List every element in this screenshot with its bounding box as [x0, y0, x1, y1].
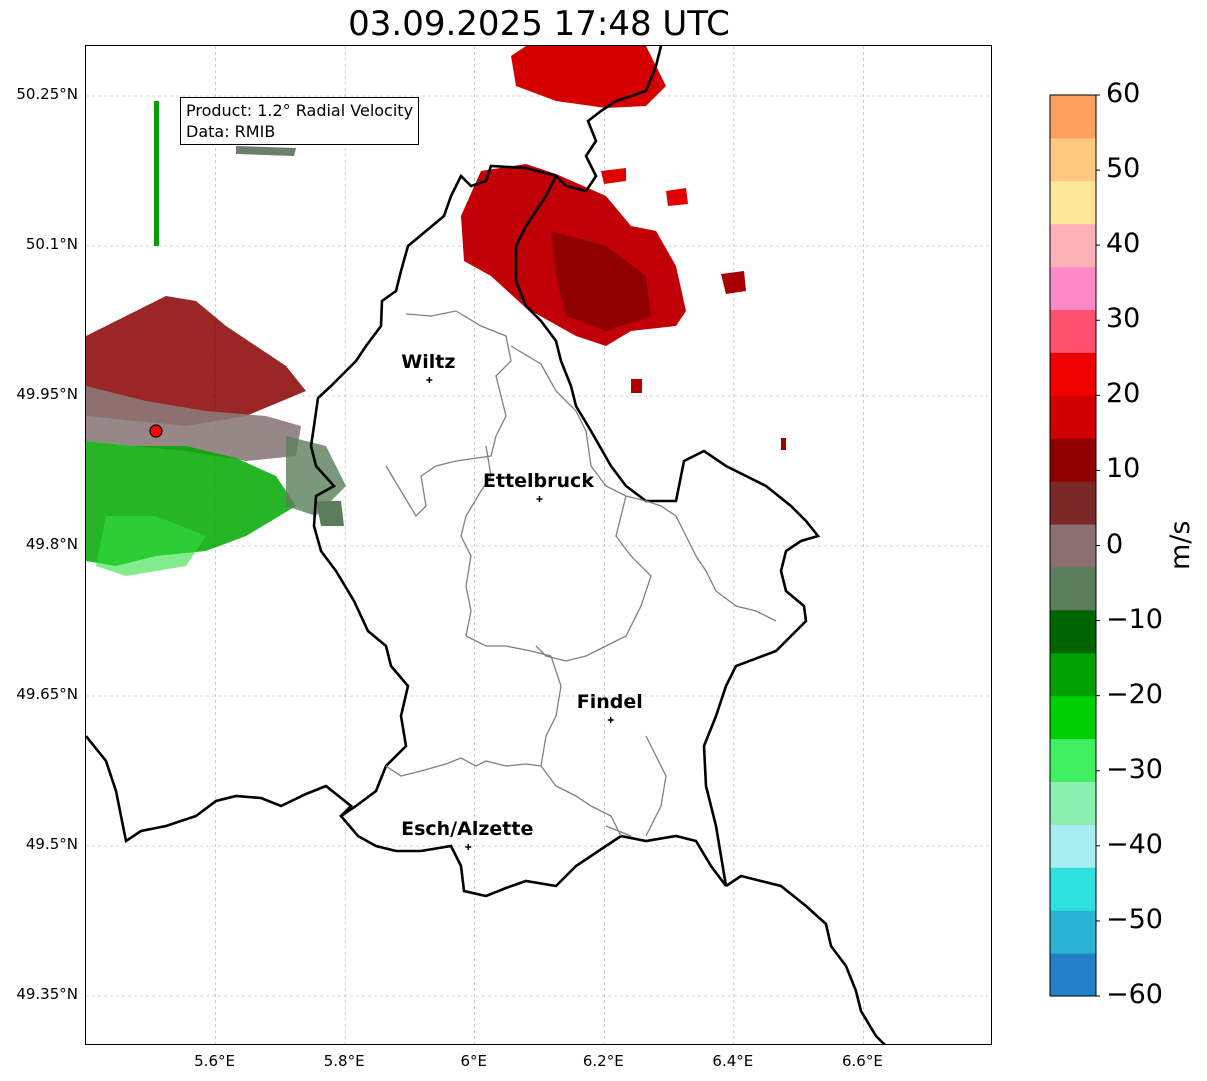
lon-tick-label: 5.6°E — [194, 1052, 235, 1070]
colorbar-tick-label: 40 — [1106, 228, 1141, 260]
colorbar-segment — [1050, 867, 1096, 911]
lat-tick-label: 49.8°N — [25, 535, 78, 553]
echo-top-strip — [236, 146, 296, 156]
lat-tick-label: 50.25°N — [16, 85, 78, 103]
colorbar-tick-label: −50 — [1106, 903, 1163, 935]
data-source-label: Data: RMIB — [186, 122, 276, 141]
product-label: Product: 1.2° Radial Velocity — [186, 101, 414, 120]
colorbar-segment — [1050, 652, 1096, 697]
colorbar-segment — [1050, 566, 1096, 611]
echo-small-1 — [601, 168, 626, 184]
product-info-box: Product: 1.2° Radial Velocity Data: RMIB — [180, 97, 420, 145]
radar-site-marker — [149, 424, 163, 438]
luxembourg-border — [309, 164, 821, 898]
colorbar-segment — [1050, 481, 1096, 525]
colorbar-tick-label: −30 — [1106, 753, 1163, 785]
echo-grey-east — [286, 436, 346, 516]
echo-cell-north — [511, 46, 666, 108]
colorbar-segment — [1050, 824, 1096, 868]
echo-cell-core — [551, 231, 651, 331]
colorbar-tick-label: 30 — [1106, 303, 1141, 335]
echo-radar-lightgreen — [96, 516, 206, 576]
country-borders — [86, 46, 886, 1044]
lat-tick-label: 49.5°N — [25, 835, 78, 853]
lon-tick-label: 5.8°E — [323, 1052, 365, 1070]
city-marker — [536, 496, 543, 502]
map-canvas — [86, 46, 991, 1044]
colorbar-segment — [1050, 781, 1096, 825]
lat-tick-label: 49.35°N — [16, 985, 78, 1003]
colorbar-segment — [1050, 309, 1096, 353]
canton-borders — [385, 310, 777, 837]
colorbar-segment — [1050, 910, 1096, 954]
radar-echoes — [86, 46, 786, 576]
colorbar-segment — [1050, 609, 1096, 654]
colorbar-tick-label: 20 — [1106, 378, 1141, 410]
colorbar-tick-label: −60 — [1106, 979, 1163, 1010]
colorbar-tick-label: −20 — [1106, 678, 1163, 710]
colorbar-segment — [1050, 738, 1096, 782]
city-label: Findel — [576, 691, 643, 713]
city-label: Esch/Alzette — [401, 818, 534, 840]
colorbar-segment — [1050, 953, 1096, 997]
lat-tick-label: 50.1°N — [25, 235, 78, 253]
belgium-france-border — [86, 735, 353, 844]
radar-map[interactable]: Product: 1.2° Radial Velocity Data: RMIB — [85, 45, 992, 1045]
colorbar-segment — [1050, 524, 1096, 568]
radar-site-dot[interactable] — [149, 424, 163, 438]
colorbar-segment — [1050, 395, 1096, 439]
map-title: 03.09.2025 17:48 UTC — [348, 4, 730, 44]
colorbar-tick-label: −10 — [1106, 603, 1163, 635]
lon-tick-label: 6.4°E — [712, 1052, 754, 1070]
echo-radar-grey — [86, 386, 301, 461]
colorbar-segment — [1050, 180, 1096, 225]
city-label: Wiltz — [401, 351, 456, 373]
colorbar-tick-label: −40 — [1106, 828, 1163, 860]
lon-tick-label: 6°E — [460, 1052, 487, 1070]
city-label: Ettelbruck — [483, 470, 594, 492]
echo-small-3 — [631, 379, 642, 393]
city-marker — [607, 717, 614, 723]
echo-radar-beam — [154, 101, 159, 246]
echo-small-4 — [781, 438, 786, 450]
colorbar-segment — [1050, 266, 1096, 311]
colorbar — [1049, 94, 1100, 997]
city-markers — [426, 377, 614, 850]
colorbar-segment — [1050, 137, 1096, 182]
city-marker — [426, 377, 433, 383]
colorbar-segment — [1050, 95, 1096, 139]
colorbar-segment — [1050, 695, 1096, 740]
lat-tick-label: 49.95°N — [16, 385, 78, 403]
colorbar-segment — [1050, 352, 1096, 396]
lon-tick-label: 6.2°E — [582, 1052, 624, 1070]
lat-tick-label: 49.65°N — [16, 685, 78, 703]
colorbar-tick-label: 60 — [1106, 78, 1141, 109]
echo-small-2 — [666, 188, 688, 206]
city-marker — [465, 844, 472, 850]
colorbar-label: m/s — [1165, 520, 1196, 570]
colorbar-tick-label: 10 — [1106, 453, 1141, 485]
colorbar-tick-label: 50 — [1106, 153, 1141, 185]
germany-border-north — [555, 46, 663, 193]
colorbar-segment — [1050, 438, 1096, 482]
echo-radar-red — [86, 296, 306, 426]
echo-cell-east — [721, 271, 746, 294]
echo-grey-patch — [316, 501, 344, 526]
colorbar-segment — [1050, 223, 1096, 268]
germany-border-south — [725, 874, 886, 1044]
colorbar-tick-label: 0 — [1106, 528, 1124, 560]
lon-tick-label: 6.6°E — [842, 1052, 883, 1070]
